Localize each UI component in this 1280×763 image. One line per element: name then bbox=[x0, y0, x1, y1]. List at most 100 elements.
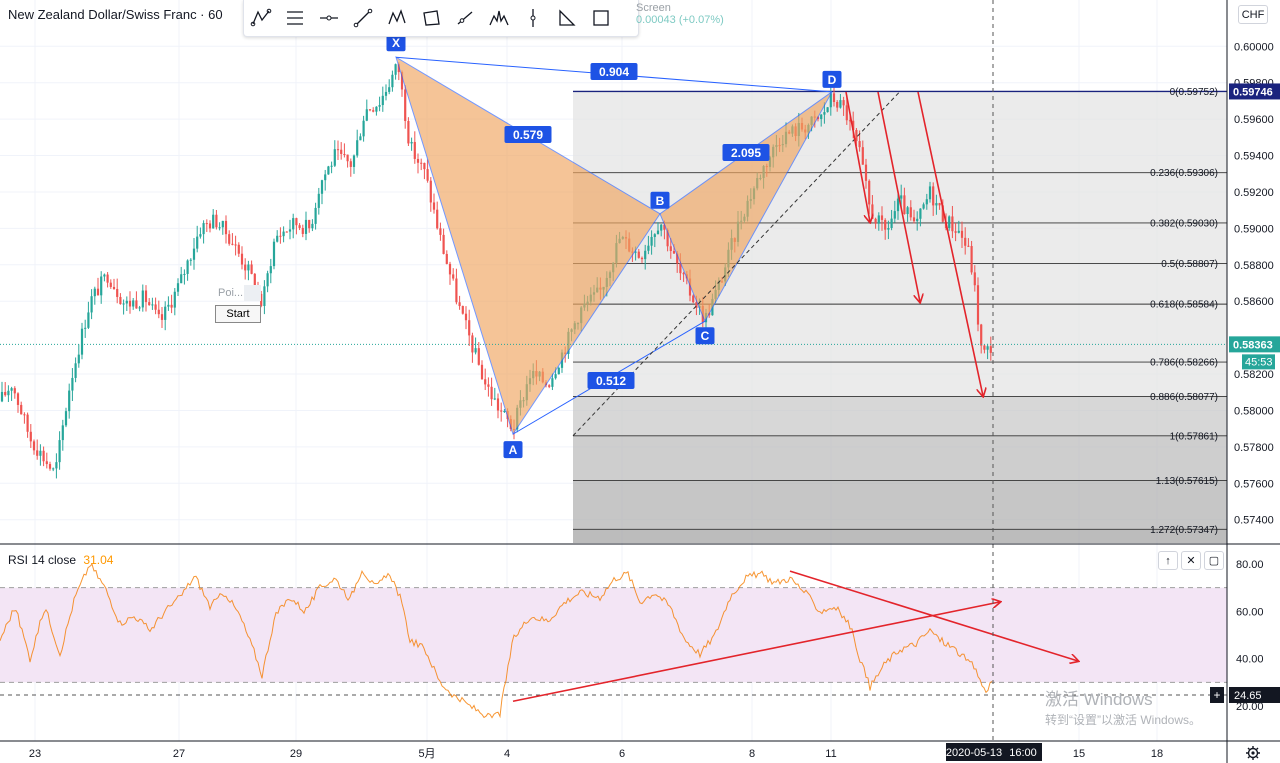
currency-badge[interactable]: CHF bbox=[1238, 5, 1268, 24]
candle-body bbox=[858, 141, 861, 148]
frame-icon[interactable] bbox=[584, 3, 618, 33]
candle-body bbox=[304, 219, 308, 234]
horizontal-line-icon[interactable] bbox=[312, 3, 346, 33]
fib-level-label: 0.236(0.59306) bbox=[1150, 168, 1218, 179]
candle-body bbox=[42, 450, 45, 462]
countdown-bg bbox=[1242, 354, 1275, 370]
rsi-trend-arrow bbox=[789, 570, 1078, 661]
time-tick-label: 5月 bbox=[418, 748, 435, 760]
time-tick-label: 15 bbox=[1073, 748, 1085, 760]
candle-body bbox=[199, 234, 202, 237]
candle-body bbox=[474, 348, 477, 353]
vertical-line-icon[interactable] bbox=[516, 3, 550, 33]
candle-body bbox=[375, 106, 378, 112]
maximize-pane-icon[interactable]: ▢ bbox=[1204, 551, 1224, 570]
candle-body bbox=[154, 304, 157, 310]
candle-body bbox=[672, 251, 676, 254]
candle-body bbox=[212, 214, 215, 229]
candle-body bbox=[279, 235, 282, 237]
candle-body bbox=[167, 304, 170, 307]
candle-body bbox=[400, 72, 404, 90]
price-tick-label: 0.58800 bbox=[1234, 260, 1274, 272]
candle-body bbox=[368, 109, 372, 111]
candle-body bbox=[247, 264, 250, 271]
candle-body bbox=[311, 223, 314, 229]
head-shoulders-icon[interactable] bbox=[482, 3, 516, 33]
candle-body bbox=[442, 234, 445, 254]
candle-body bbox=[282, 231, 285, 237]
candle-body bbox=[116, 288, 119, 297]
time-marker-label: 2020-05-13 bbox=[946, 747, 1002, 759]
rectangle-pattern-icon[interactable] bbox=[414, 3, 448, 33]
candle-body bbox=[893, 211, 896, 219]
candle-body bbox=[52, 468, 55, 470]
candle-body bbox=[900, 195, 903, 199]
candle-body bbox=[954, 231, 957, 233]
candle-body bbox=[343, 153, 346, 155]
candle-body bbox=[896, 198, 900, 212]
candle-body bbox=[826, 107, 829, 113]
replay-point-box[interactable] bbox=[244, 285, 261, 301]
candle-body bbox=[548, 385, 551, 387]
ray-icon[interactable] bbox=[448, 3, 482, 33]
pattern-ratio-bg bbox=[590, 63, 638, 80]
candle-body bbox=[176, 283, 180, 292]
candle-body bbox=[471, 335, 474, 353]
candle-body bbox=[653, 234, 656, 237]
xabcd-pattern-icon[interactable] bbox=[244, 3, 278, 33]
close-pane-icon[interactable]: ✕ bbox=[1181, 551, 1201, 570]
candle-body bbox=[58, 440, 61, 463]
candle-body bbox=[436, 209, 439, 229]
rsi-plus-bg bbox=[1210, 686, 1224, 703]
candle-body bbox=[410, 141, 413, 144]
candle-body bbox=[340, 149, 343, 154]
candle-body bbox=[852, 120, 855, 130]
candle-body bbox=[324, 174, 327, 181]
fib-retracement-icon[interactable] bbox=[278, 3, 312, 33]
fib-zone bbox=[573, 362, 1227, 397]
candle-body bbox=[909, 207, 912, 218]
candle-body bbox=[346, 154, 349, 162]
rsi-tick-label: 60.00 bbox=[1236, 606, 1264, 618]
fib-level-label: 0.786(0.58266) bbox=[1150, 358, 1218, 369]
candle-body bbox=[647, 245, 650, 251]
candle-body bbox=[397, 64, 400, 73]
candle-body bbox=[192, 248, 196, 260]
rsi-crosshair-label: 24.65 bbox=[1234, 690, 1262, 702]
candle-body bbox=[148, 302, 151, 306]
candle-body bbox=[103, 274, 106, 277]
candle-body bbox=[484, 379, 487, 385]
candle-body bbox=[669, 246, 672, 252]
pattern-ratio: 0.579 bbox=[513, 128, 543, 142]
candle-body bbox=[292, 218, 295, 230]
candle-body bbox=[650, 236, 653, 246]
candle-body bbox=[119, 296, 122, 305]
candle-body bbox=[676, 253, 679, 264]
candle-body bbox=[109, 282, 112, 287]
replay-start-button[interactable]: Start bbox=[215, 305, 261, 323]
elliott-wave-icon[interactable] bbox=[380, 3, 414, 33]
candle-body bbox=[967, 245, 970, 247]
rsi-crosshair-bg bbox=[1229, 686, 1280, 703]
candle-body bbox=[365, 109, 368, 121]
fib-level-label: 0.5(0.58807) bbox=[1161, 259, 1218, 270]
trend-line-icon[interactable] bbox=[346, 3, 380, 33]
gear-icon[interactable] bbox=[1245, 745, 1261, 761]
candle-body bbox=[84, 327, 87, 329]
candle-body bbox=[845, 105, 848, 121]
candle-body bbox=[170, 304, 173, 308]
candle-body bbox=[295, 218, 298, 226]
candle-body bbox=[4, 391, 7, 396]
price-tick-label: 0.57800 bbox=[1234, 442, 1274, 454]
fib-zone bbox=[573, 529, 1227, 543]
candle-body bbox=[87, 312, 90, 328]
triangle-pattern-icon[interactable] bbox=[550, 3, 584, 33]
candle-body bbox=[903, 195, 906, 215]
candle-body bbox=[986, 346, 989, 350]
move-pane-up-icon[interactable]: ↑ bbox=[1158, 551, 1178, 570]
candle-body bbox=[666, 229, 669, 247]
candle-body bbox=[221, 220, 224, 228]
rsi-tick-label: 40.00 bbox=[1236, 654, 1264, 666]
candle-body bbox=[941, 205, 944, 222]
